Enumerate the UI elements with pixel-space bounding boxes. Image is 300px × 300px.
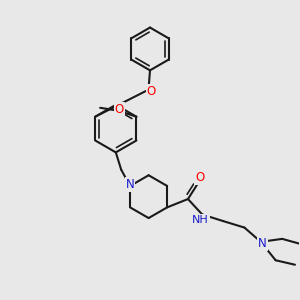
Text: O: O bbox=[115, 103, 124, 116]
Text: N: N bbox=[258, 237, 267, 250]
Text: NH: NH bbox=[192, 215, 209, 225]
Text: O: O bbox=[147, 85, 156, 98]
Text: N: N bbox=[126, 178, 134, 191]
Text: O: O bbox=[195, 171, 205, 184]
